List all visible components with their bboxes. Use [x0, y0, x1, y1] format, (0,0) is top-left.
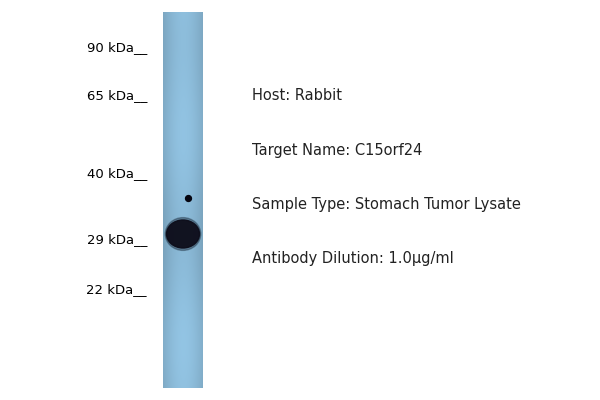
- Text: 65 kDa__: 65 kDa__: [86, 90, 147, 102]
- Text: 29 kDa__: 29 kDa__: [86, 234, 147, 246]
- Text: 90 kDa__: 90 kDa__: [87, 42, 147, 54]
- Ellipse shape: [167, 220, 199, 248]
- Text: Sample Type: Stomach Tumor Lysate: Sample Type: Stomach Tumor Lysate: [252, 196, 521, 212]
- Text: Antibody Dilution: 1.0μg/ml: Antibody Dilution: 1.0μg/ml: [252, 250, 454, 266]
- Ellipse shape: [166, 218, 200, 250]
- Text: Target Name: C15orf24: Target Name: C15orf24: [252, 142, 422, 158]
- Text: 22 kDa__: 22 kDa__: [86, 284, 147, 296]
- Point: [183, 195, 193, 201]
- Text: Host: Rabbit: Host: Rabbit: [252, 88, 342, 104]
- Text: 40 kDa__: 40 kDa__: [87, 168, 147, 180]
